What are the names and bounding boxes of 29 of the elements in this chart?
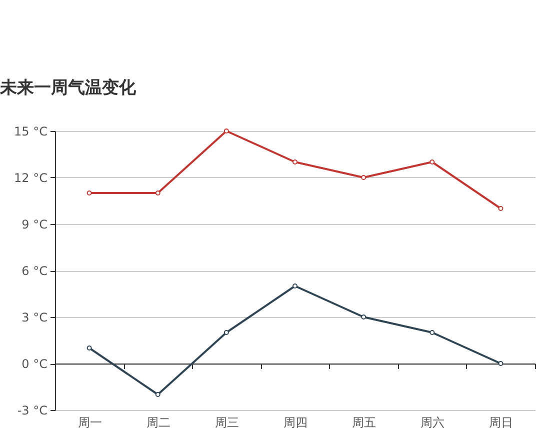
point [498,361,504,366]
y-tick-label: 12 °C [14,171,48,185]
point [86,190,92,196]
y-tick-label: 9 °C [22,218,48,232]
y-tick-label: 3 °C [22,310,48,324]
y-tick-label: 6 °C [22,264,48,278]
point [155,392,160,397]
x-tick-label: 周五 [352,416,376,430]
point [224,330,229,335]
point [430,160,435,164]
point [292,284,298,288]
x-tick-label: 周四 [284,416,308,430]
x-tick-label: 周二 [146,416,170,430]
point [361,314,366,320]
chart-title: 未来一周气温变化 [0,78,137,98]
point [86,346,92,350]
y-tick-label: 0 °C [22,357,48,371]
point [155,190,160,196]
point [292,160,298,164]
y-tick-label: -3 °C [17,404,48,418]
point [430,330,435,335]
point [498,206,504,211]
x-tick-label: 周六 [420,416,445,430]
x-tick-label: 周一 [78,416,102,430]
x-tick-label: 周三 [214,416,239,430]
x-tick-label: 周日 [489,416,514,430]
y-tick-label: 15 °C [14,124,48,138]
point [361,175,366,180]
point [224,128,229,134]
